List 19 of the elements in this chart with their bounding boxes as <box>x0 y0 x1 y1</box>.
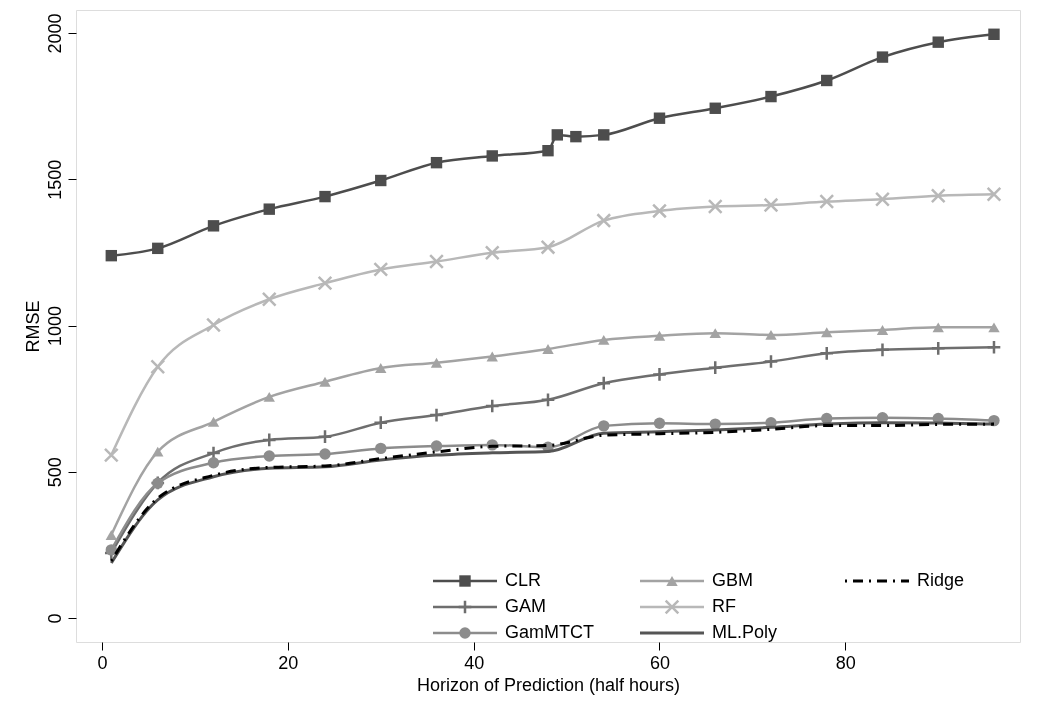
legend-label: RF <box>712 596 736 616</box>
x-tick-label: 40 <box>464 652 485 673</box>
y-tick-label: 500 <box>44 457 65 488</box>
legend-label: ML.Poly <box>712 622 778 642</box>
y-tick-label: 0 <box>44 613 65 624</box>
x-tick-label: 60 <box>649 652 671 673</box>
x-axis-title: Horizon of Prediction (half hours) <box>416 674 681 695</box>
x-tick-label: 0 <box>97 652 108 673</box>
y-tick-label: 1500 <box>44 159 65 200</box>
y-tick-label: 1000 <box>44 306 65 347</box>
x-tick-label: 80 <box>835 652 856 673</box>
x-tick-label: 20 <box>278 652 299 673</box>
legend-label: Ridge <box>917 570 965 590</box>
legend-label: GBM <box>712 570 754 590</box>
legend-label: GAM <box>505 596 547 616</box>
y-axis-title: RMSE <box>22 300 43 353</box>
legend-label: GamMTCT <box>505 622 594 642</box>
legend-label: CLR <box>505 570 542 590</box>
y-tick-label: 2000 <box>44 13 65 54</box>
